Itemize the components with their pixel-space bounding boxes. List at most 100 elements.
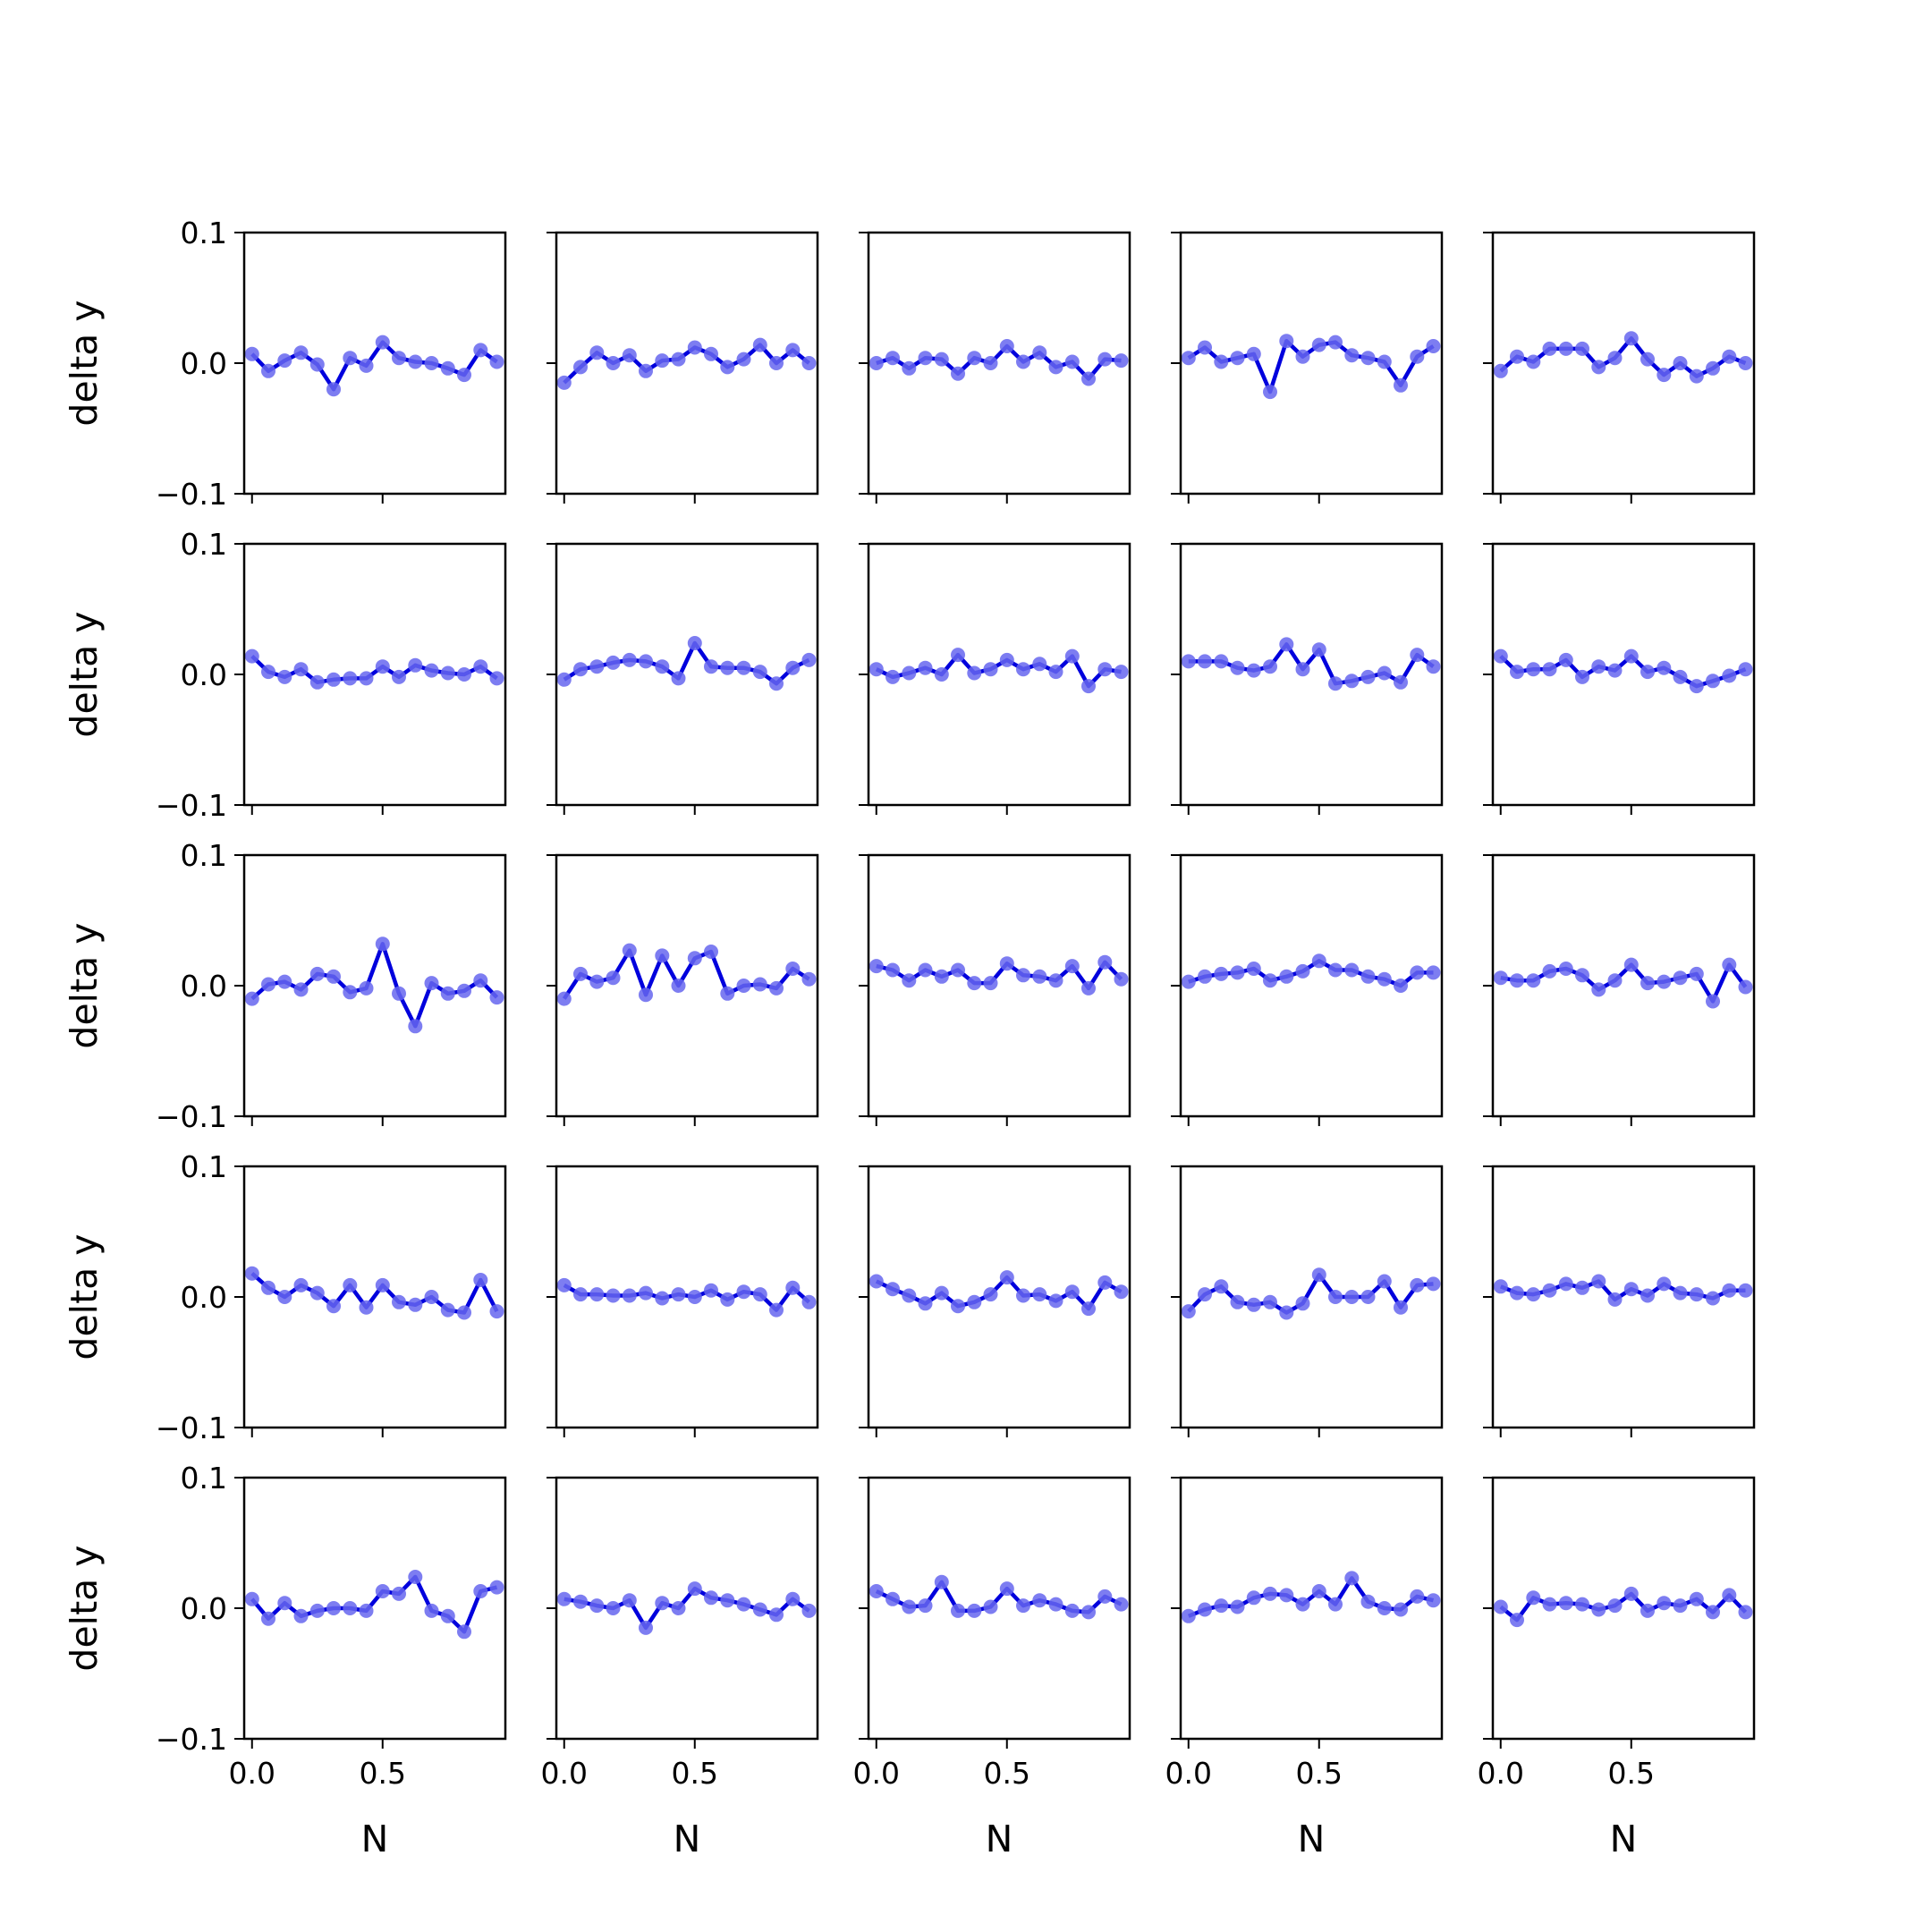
data-point xyxy=(736,1284,751,1300)
data-point xyxy=(556,375,572,390)
y-tick-label: 0.0 xyxy=(181,1280,227,1315)
data-point xyxy=(1607,1292,1623,1307)
y-tick-label: −0.1 xyxy=(156,1099,227,1134)
series-line xyxy=(250,1272,499,1315)
data-point xyxy=(967,1603,982,1618)
data-point xyxy=(752,1602,767,1617)
data-point xyxy=(1526,354,1541,369)
data-point xyxy=(1279,1588,1294,1603)
data-point xyxy=(622,348,637,363)
data-point xyxy=(1623,957,1639,972)
data-point xyxy=(473,343,488,358)
panel-r1-c3 xyxy=(859,231,1131,504)
data-point xyxy=(720,360,735,375)
data-point xyxy=(1246,1297,1261,1312)
y-tick-label: 0.0 xyxy=(181,657,227,692)
data-point xyxy=(244,1591,259,1606)
data-point xyxy=(1575,669,1589,684)
data-point xyxy=(1607,1598,1623,1614)
data-point xyxy=(655,1596,670,1611)
data-point xyxy=(869,1584,884,1598)
data-point xyxy=(785,962,801,976)
y-axis-label: delta y xyxy=(63,1233,106,1360)
data-point xyxy=(1394,979,1408,993)
data-point xyxy=(573,1287,588,1302)
series-line xyxy=(1499,654,1747,689)
data-point xyxy=(918,962,933,978)
data-point xyxy=(408,657,423,673)
data-point xyxy=(1344,1571,1360,1586)
data-point xyxy=(489,354,504,369)
y-tick-label: 0.0 xyxy=(181,1591,227,1626)
data-point xyxy=(489,1304,504,1319)
data-point xyxy=(622,1288,637,1303)
data-point xyxy=(1640,352,1655,367)
data-point xyxy=(1722,668,1737,683)
data-point xyxy=(326,969,341,984)
data-point xyxy=(1689,1287,1704,1302)
data-point xyxy=(1295,349,1310,364)
data-point xyxy=(999,956,1014,971)
data-point xyxy=(1016,968,1030,983)
y-tick-label: 0.1 xyxy=(181,838,227,873)
data-point xyxy=(671,671,686,686)
data-point xyxy=(1657,1276,1672,1292)
data-point xyxy=(1114,353,1129,369)
data-point xyxy=(902,1599,917,1614)
data-point xyxy=(1542,341,1557,356)
axes-frame xyxy=(555,542,819,807)
panel-r4-c2 xyxy=(547,1165,819,1437)
data-point xyxy=(1032,969,1047,984)
data-point xyxy=(918,1296,933,1311)
data-point xyxy=(1426,1593,1441,1608)
data-point xyxy=(1377,665,1392,681)
panel-r2-c5 xyxy=(1483,542,1756,815)
data-point xyxy=(375,1584,390,1598)
data-point xyxy=(1214,354,1229,369)
y-axis-label: delta y xyxy=(63,300,106,426)
data-point xyxy=(655,353,670,369)
data-point xyxy=(1097,954,1113,970)
data-point xyxy=(1706,360,1720,376)
data-point xyxy=(1279,1305,1294,1320)
data-point xyxy=(1344,674,1360,689)
series-line xyxy=(1499,1591,1748,1623)
data-point xyxy=(752,1287,767,1302)
data-point xyxy=(918,1598,933,1614)
data-point xyxy=(886,351,900,366)
panel-r1-c1: −0.1 0.0 0.1 delta y xyxy=(63,216,507,512)
y-axis-label: delta y xyxy=(63,922,106,1048)
data-point xyxy=(1114,1284,1129,1300)
data-point xyxy=(967,1294,982,1309)
y-tick-label: −0.1 xyxy=(156,788,227,823)
data-point xyxy=(1673,1285,1688,1301)
panel-r4-c1: −0.1 0.0 0.1 delta y xyxy=(63,1149,507,1445)
data-point xyxy=(1689,966,1704,981)
data-point xyxy=(687,1290,702,1304)
data-point xyxy=(1558,1276,1573,1292)
x-tick-label: 0.0 xyxy=(853,1756,900,1791)
series-line xyxy=(562,948,810,1000)
data-point xyxy=(1623,331,1639,346)
data-point xyxy=(1657,368,1672,383)
data-point xyxy=(1591,360,1606,375)
data-point xyxy=(1591,982,1606,997)
data-point xyxy=(1360,669,1376,684)
data-point xyxy=(983,976,998,991)
data-point xyxy=(1623,1586,1639,1601)
data-point xyxy=(639,1285,653,1301)
data-point xyxy=(1081,1605,1096,1620)
data-point xyxy=(1016,1288,1030,1303)
data-point xyxy=(886,669,900,684)
series-line xyxy=(1187,1576,1435,1618)
data-point xyxy=(392,669,406,684)
data-point xyxy=(801,1294,817,1309)
data-point xyxy=(573,1594,588,1609)
data-point xyxy=(752,337,767,352)
data-point xyxy=(736,352,751,367)
series-line xyxy=(1499,336,1747,378)
data-point xyxy=(736,660,751,675)
data-point xyxy=(392,1294,406,1309)
x-axis-label: N xyxy=(986,1818,1013,1860)
data-point xyxy=(1426,659,1441,674)
